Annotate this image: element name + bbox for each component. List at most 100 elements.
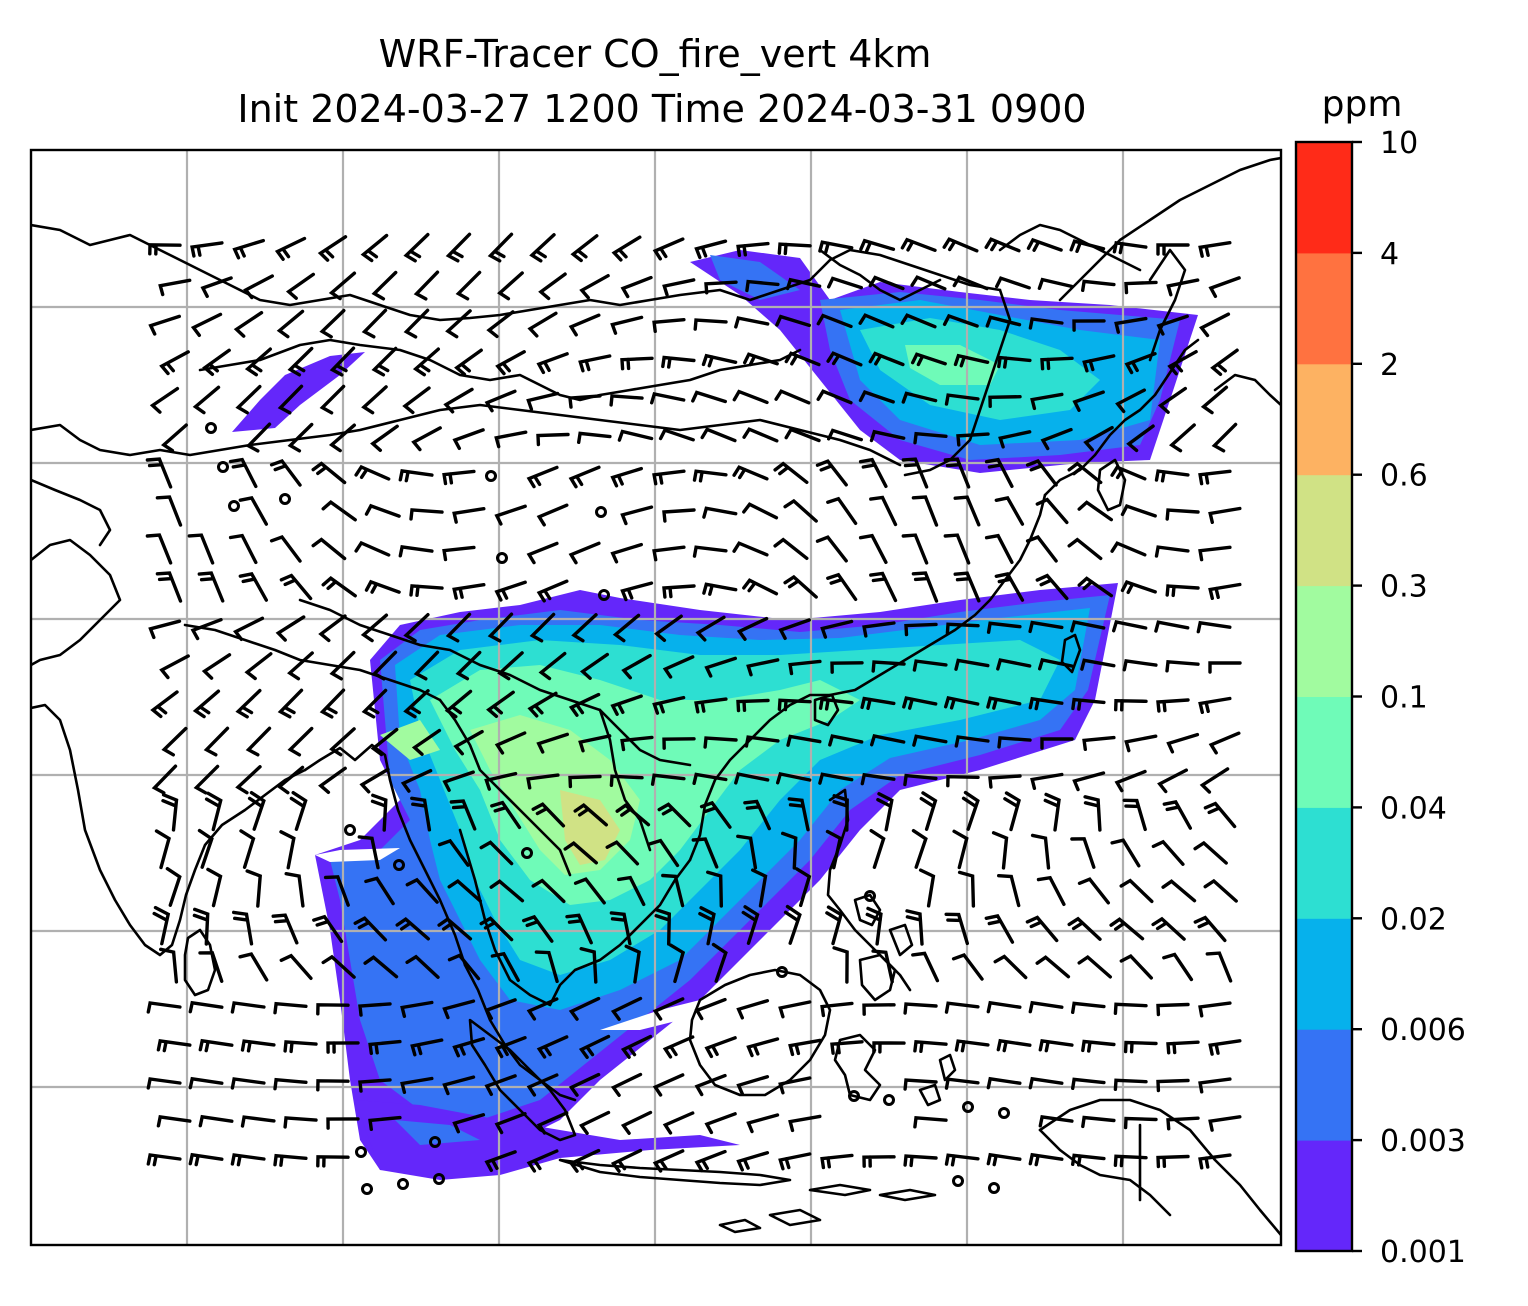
wind-barb — [319, 384, 346, 415]
wind-barb — [1072, 390, 1105, 412]
wind-barb — [452, 1037, 486, 1058]
wind-barb — [818, 240, 854, 254]
wind-barb — [409, 584, 444, 597]
wind-barb — [1036, 875, 1066, 906]
wind-barb — [202, 348, 231, 376]
wind-barb — [661, 873, 685, 908]
wind-barb — [954, 735, 990, 748]
wind-barb — [620, 735, 654, 752]
wind-barb — [858, 533, 888, 564]
wind-barb — [1169, 423, 1196, 453]
wind-barb — [1166, 278, 1200, 297]
wind-barb — [984, 913, 1015, 944]
wind-barb — [1040, 427, 1073, 451]
wind-barb — [198, 1038, 234, 1053]
wind-barb — [289, 791, 308, 831]
wind-barb — [1156, 314, 1189, 336]
wind-barb — [773, 537, 809, 560]
wind-barb — [370, 424, 399, 452]
wind-barb — [1077, 500, 1113, 522]
wind-barb — [953, 571, 981, 603]
wind-barb — [1040, 356, 1074, 371]
wind-barb — [746, 658, 780, 677]
wind-barb — [860, 696, 896, 710]
wind-barb — [610, 694, 643, 716]
wind-barb — [620, 581, 654, 602]
wind-barb — [858, 457, 888, 488]
wind-barb — [230, 1001, 266, 1014]
wind-barb — [526, 465, 559, 489]
wind-barb — [984, 237, 1021, 253]
wind-barb — [913, 1115, 948, 1129]
wind-barb — [953, 495, 981, 527]
wind-barb — [869, 571, 898, 603]
wind-barb — [1119, 878, 1154, 904]
wind-barb — [1210, 348, 1239, 376]
wind-barb — [788, 1114, 822, 1133]
wind-barb — [605, 840, 640, 866]
wind-barb — [783, 904, 802, 945]
wind-barb — [702, 506, 738, 519]
wind-barb — [277, 688, 304, 719]
wind-barb — [452, 1113, 486, 1134]
wind-barb — [531, 878, 566, 904]
wind-barb — [1193, 915, 1227, 943]
wind-barb — [868, 351, 905, 367]
wind-barb — [326, 1041, 360, 1054]
wind-barb — [449, 799, 477, 831]
wind-barb — [1030, 772, 1064, 790]
wind-barb — [743, 352, 779, 367]
wind-barb — [1124, 280, 1158, 295]
wind-barb — [1151, 839, 1185, 866]
wind-barb — [328, 271, 357, 301]
wind-barb — [1154, 620, 1190, 633]
wind-barb — [746, 1113, 780, 1134]
wind-barb — [1028, 1152, 1064, 1167]
wind-barb — [568, 541, 601, 565]
wind-barb — [405, 954, 440, 979]
wind-barb — [1124, 734, 1158, 753]
wind-barb — [610, 996, 643, 1021]
wind-barb — [323, 875, 350, 907]
wind-barb — [1208, 1039, 1242, 1056]
wind-barb — [826, 496, 858, 525]
wind-barb — [825, 829, 843, 870]
wind-barb — [945, 622, 980, 635]
colorbar-unit-label: ppm — [1322, 84, 1403, 125]
wind-barb — [570, 234, 599, 263]
wind-barb — [192, 385, 221, 415]
wind-barb — [405, 877, 439, 904]
wind-barb — [1070, 620, 1106, 633]
wind-barb — [158, 278, 192, 297]
wind-barb — [703, 736, 738, 749]
wind-barb — [778, 618, 811, 640]
wind-barb — [1208, 1115, 1242, 1132]
wind-barb — [1037, 277, 1074, 290]
wind-barb — [918, 868, 936, 908]
wind-barb — [1081, 1115, 1116, 1129]
wind-barb — [319, 688, 346, 719]
wind-barb — [997, 736, 1032, 749]
wind-barb — [326, 1117, 360, 1130]
wind-barb — [452, 583, 486, 600]
wind-barb — [1156, 1154, 1190, 1169]
wind-barb — [1123, 1040, 1158, 1054]
wind-barb — [568, 774, 602, 789]
wind-barb — [1072, 771, 1106, 792]
wind-barb — [536, 732, 569, 754]
wind-barb — [610, 315, 644, 335]
wind-barb — [368, 1115, 402, 1131]
wind-barb — [995, 276, 1031, 290]
wind-barb — [1120, 580, 1157, 595]
wind-barb — [986, 1076, 1022, 1090]
wind-barb — [620, 1034, 653, 1059]
wind-barb — [815, 535, 848, 563]
wind-barb — [1080, 658, 1116, 671]
wind-barb — [1166, 1040, 1200, 1055]
colorbar-tick-label: 0.006 — [1380, 1013, 1466, 1048]
wind-barb — [984, 457, 1014, 488]
wind-barb — [662, 508, 696, 523]
wind-barb — [479, 840, 514, 866]
wind-barb — [944, 1077, 980, 1090]
wind-barb — [201, 653, 232, 680]
